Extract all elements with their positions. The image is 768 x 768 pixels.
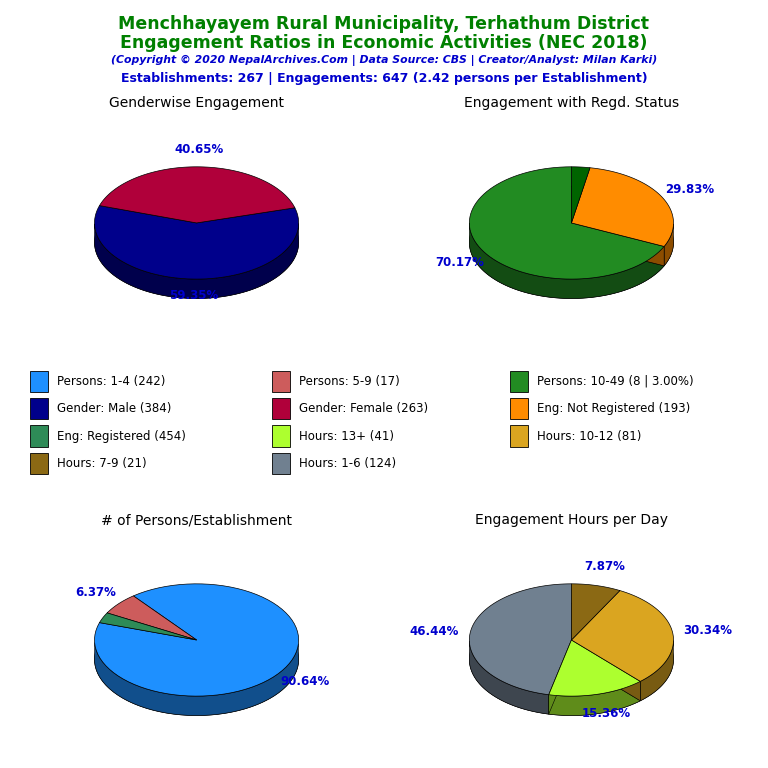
Polygon shape	[469, 223, 664, 299]
Polygon shape	[469, 603, 674, 716]
Text: Engagement Ratios in Economic Activities (NEC 2018): Engagement Ratios in Economic Activities…	[121, 34, 647, 51]
Text: 59.35%: 59.35%	[169, 290, 218, 303]
Text: Persons: 5-9 (17): Persons: 5-9 (17)	[299, 375, 399, 388]
Polygon shape	[469, 641, 549, 714]
Text: 7.87%: 7.87%	[584, 560, 626, 573]
Polygon shape	[94, 206, 299, 279]
FancyBboxPatch shape	[511, 425, 528, 447]
Polygon shape	[94, 643, 299, 716]
Title: Genderwise Engagement: Genderwise Engagement	[109, 97, 284, 111]
Polygon shape	[100, 613, 197, 640]
Polygon shape	[571, 167, 674, 247]
Polygon shape	[549, 681, 641, 716]
Text: (Copyright © 2020 NepalArchives.Com | Data Source: CBS | Creator/Analyst: Milan : (Copyright © 2020 NepalArchives.Com | Da…	[111, 55, 657, 66]
FancyBboxPatch shape	[272, 425, 290, 447]
Title: # of Persons/Establishment: # of Persons/Establishment	[101, 514, 292, 528]
Polygon shape	[107, 596, 197, 640]
Polygon shape	[469, 186, 674, 299]
Text: Gender: Female (263): Gender: Female (263)	[299, 402, 428, 415]
Text: 30.34%: 30.34%	[684, 624, 733, 637]
Title: Engagement Hours per Day: Engagement Hours per Day	[475, 514, 668, 528]
Text: 40.65%: 40.65%	[174, 144, 224, 157]
Text: 90.64%: 90.64%	[281, 675, 330, 688]
Text: Persons: 1-4 (242): Persons: 1-4 (242)	[57, 375, 165, 388]
Text: Establishments: 267 | Engagements: 647 (2.42 persons per Establishment): Establishments: 267 | Engagements: 647 (…	[121, 72, 647, 85]
Polygon shape	[94, 603, 299, 716]
Text: 15.36%: 15.36%	[582, 707, 631, 720]
FancyBboxPatch shape	[30, 370, 48, 392]
Polygon shape	[549, 640, 571, 714]
Polygon shape	[549, 640, 571, 714]
Text: Eng: Not Registered (193): Eng: Not Registered (193)	[537, 402, 690, 415]
Text: Hours: 1-6 (124): Hours: 1-6 (124)	[299, 457, 396, 470]
Text: Eng: Registered (454): Eng: Registered (454)	[57, 429, 186, 442]
Polygon shape	[469, 167, 664, 279]
Polygon shape	[100, 167, 295, 223]
FancyBboxPatch shape	[272, 398, 290, 419]
Polygon shape	[571, 640, 641, 700]
Text: 29.83%: 29.83%	[664, 183, 713, 196]
Text: Hours: 7-9 (21): Hours: 7-9 (21)	[57, 457, 147, 470]
Text: Menchhayayem Rural Municipality, Terhathum District: Menchhayayem Rural Municipality, Terhath…	[118, 15, 650, 33]
Polygon shape	[571, 640, 641, 700]
Polygon shape	[549, 640, 641, 696]
Text: Hours: 13+ (41): Hours: 13+ (41)	[299, 429, 394, 442]
FancyBboxPatch shape	[511, 398, 528, 419]
Polygon shape	[571, 584, 620, 640]
FancyBboxPatch shape	[272, 453, 290, 474]
Polygon shape	[94, 223, 299, 299]
Polygon shape	[571, 223, 664, 266]
Polygon shape	[664, 224, 674, 266]
Polygon shape	[94, 186, 299, 299]
Polygon shape	[641, 641, 674, 700]
Text: 46.44%: 46.44%	[410, 625, 459, 638]
Text: Persons: 10-49 (8 | 3.00%): Persons: 10-49 (8 | 3.00%)	[537, 375, 694, 388]
Polygon shape	[469, 584, 571, 695]
FancyBboxPatch shape	[511, 370, 528, 392]
Text: 70.17%: 70.17%	[435, 256, 484, 269]
Polygon shape	[571, 223, 664, 266]
FancyBboxPatch shape	[30, 425, 48, 447]
Text: Gender: Male (384): Gender: Male (384)	[57, 402, 171, 415]
Text: Hours: 10-12 (81): Hours: 10-12 (81)	[537, 429, 641, 442]
FancyBboxPatch shape	[272, 370, 290, 392]
Title: Engagement with Regd. Status: Engagement with Regd. Status	[464, 97, 679, 111]
Polygon shape	[571, 167, 590, 223]
FancyBboxPatch shape	[30, 398, 48, 419]
Text: 6.37%: 6.37%	[74, 586, 116, 599]
FancyBboxPatch shape	[30, 453, 48, 474]
Polygon shape	[94, 584, 299, 696]
Polygon shape	[571, 591, 674, 681]
